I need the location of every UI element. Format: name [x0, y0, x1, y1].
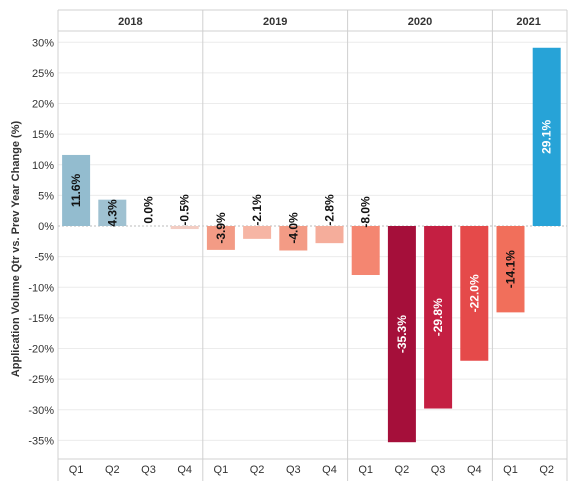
- y-tick-label: 30%: [32, 37, 54, 49]
- y-axis-title: Application Volume Qtr vs. Prev Year Cha…: [10, 121, 22, 378]
- bar: [170, 226, 199, 230]
- y-tick-label: 10%: [32, 160, 54, 172]
- y-tick-label: 25%: [32, 68, 54, 80]
- x-tick-label: Q3: [141, 464, 156, 476]
- x-tick-label: Q3: [431, 464, 446, 476]
- y-tick-label: 20%: [32, 99, 54, 111]
- x-tick-label: Q2: [395, 464, 410, 476]
- x-tick-label: Q4: [467, 464, 482, 476]
- x-tick-label: Q1: [503, 464, 518, 476]
- bar: [243, 226, 272, 239]
- panel-frame: [57, 9, 568, 481]
- year-label: 2019: [263, 16, 287, 28]
- x-tick-label: Q1: [214, 464, 229, 476]
- y-tick-label: 15%: [32, 129, 54, 141]
- bars: [62, 47, 561, 443]
- data-label: -2.1%: [250, 194, 264, 226]
- bar: [387, 226, 416, 443]
- y-tick-label: -10%: [28, 282, 54, 294]
- y-tick-label: -15%: [28, 313, 54, 325]
- y-tick-label: -5%: [34, 252, 54, 264]
- bar: [424, 226, 453, 409]
- y-tick-label: 5%: [38, 190, 54, 202]
- x-tick-label: Q2: [105, 464, 120, 476]
- bar: [62, 154, 91, 226]
- x-tick-label: Q1: [358, 464, 373, 476]
- data-label: 29.1%: [540, 120, 554, 154]
- bar: [496, 226, 525, 313]
- data-label: -0.5%: [178, 194, 192, 226]
- data-labels: 11.6% 4.3% 0.0% -0.5% -3.9% -2.1% -4.0% -2.8% -8…: [69, 120, 554, 354]
- x-tick-label: Q4: [322, 464, 337, 476]
- bar: [206, 226, 235, 250]
- x-tick-label: Q2: [250, 464, 265, 476]
- y-tick-label: -30%: [28, 405, 54, 417]
- year-label: 2018: [118, 16, 142, 28]
- grid-lines: [58, 41, 567, 441]
- data-label: 11.6%: [69, 173, 83, 207]
- x-axis: Q1 Q2 Q3 Q4 Q1 Q2 Q3 Q4 Q1 Q2 Q3 Q4 Q1 Q2: [69, 464, 554, 476]
- bar: [98, 199, 127, 226]
- x-tick-label: Q1: [69, 464, 84, 476]
- data-label: -3.9%: [214, 212, 228, 244]
- data-label: -35.3%: [395, 315, 409, 353]
- bar: [460, 226, 489, 361]
- data-label: -8.0%: [359, 196, 373, 228]
- data-label: -22.0%: [467, 274, 481, 312]
- bar: [532, 47, 561, 227]
- y-axis: 30% 25% 20% 15% 10% 5% 0% -5% -10% -15% -20% -25% -3…: [28, 37, 54, 447]
- data-label: -14.1%: [504, 250, 518, 288]
- x-tick-label: Q3: [286, 464, 301, 476]
- year-label: 2021: [516, 16, 540, 28]
- y-tick-label: -35%: [28, 435, 54, 447]
- data-label: -4.0%: [286, 212, 300, 244]
- y-tick-label: -20%: [28, 344, 54, 356]
- bar: [279, 226, 308, 251]
- year-label: 2020: [408, 16, 432, 28]
- x-tick-label: Q2: [539, 464, 554, 476]
- data-label: 0.0%: [142, 196, 156, 224]
- x-tick-label: Q4: [177, 464, 192, 476]
- data-label: -2.8%: [323, 194, 337, 226]
- data-label: -29.8%: [431, 298, 445, 336]
- y-tick-label: -25%: [28, 374, 54, 386]
- data-label: 4.3%: [105, 199, 119, 227]
- y-tick-label: 0%: [38, 221, 54, 233]
- bar: [351, 226, 380, 275]
- year-header: 2018 2019 2020 2021: [118, 16, 541, 28]
- bar: [315, 226, 344, 244]
